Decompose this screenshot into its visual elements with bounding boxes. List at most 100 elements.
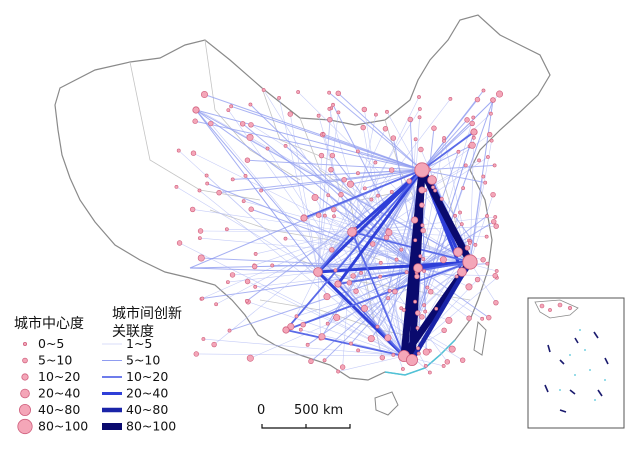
link-line — [316, 270, 406, 358]
city-node — [259, 188, 264, 193]
city-node — [200, 296, 205, 301]
city-node — [244, 278, 251, 285]
city-node — [404, 270, 409, 275]
city-node — [227, 328, 232, 333]
city-node — [226, 108, 231, 112]
city-node — [296, 90, 301, 94]
legend-node-label: 0~5 — [38, 336, 64, 351]
link-line — [351, 231, 383, 358]
city-node — [464, 245, 471, 251]
city-node — [318, 333, 326, 341]
city-node — [454, 274, 459, 279]
city-node — [481, 174, 486, 179]
city-node — [453, 213, 457, 218]
city-node — [456, 149, 461, 154]
city-node — [349, 341, 353, 346]
city-node — [480, 316, 485, 321]
city-node — [325, 321, 330, 326]
city-node — [493, 223, 499, 229]
link-line — [215, 231, 353, 305]
link-line — [421, 99, 478, 171]
scale-distance-label: 500 km — [294, 403, 343, 418]
city-node — [418, 146, 424, 153]
hainan-island — [374, 391, 399, 416]
legend-node-symbol — [20, 388, 30, 399]
link-line — [330, 169, 419, 269]
city-node — [473, 243, 478, 247]
city-node — [441, 364, 446, 368]
south-china-sea-inset — [527, 297, 625, 429]
city-node — [401, 308, 406, 312]
city-node — [216, 189, 222, 196]
city-node — [359, 271, 364, 275]
city-node — [379, 354, 386, 361]
link-line — [338, 355, 405, 372]
hub-node-sh — [462, 254, 478, 270]
hub-node-hz — [457, 267, 467, 277]
link-line — [195, 109, 319, 273]
city-node — [356, 348, 361, 353]
legend-link-label: 20~40 — [126, 386, 168, 401]
legend-link-label: 80~100 — [126, 419, 176, 434]
city-node — [230, 177, 235, 182]
legend-node-symbol — [18, 403, 31, 416]
city-node — [382, 126, 389, 132]
city-node — [399, 306, 404, 311]
city-node — [423, 309, 428, 314]
link-line — [469, 194, 494, 263]
hub-node-sz — [405, 353, 418, 366]
city-node — [336, 369, 340, 374]
city-node — [416, 351, 421, 356]
city-node — [356, 171, 360, 176]
city-node — [431, 185, 435, 190]
city-node — [433, 188, 437, 193]
city-node — [427, 370, 432, 375]
city-node — [248, 102, 253, 107]
legend-node-symbol — [22, 341, 27, 346]
city-node — [174, 184, 179, 189]
city-node — [261, 88, 266, 92]
city-node — [362, 186, 367, 191]
city-node — [431, 125, 437, 131]
city-node — [246, 354, 254, 362]
legend-links-title-line2: 关联度 — [112, 324, 154, 340]
city-node — [422, 303, 427, 308]
link-line — [213, 231, 353, 345]
legend-link-label: 5~10 — [126, 353, 160, 368]
city-node — [283, 143, 288, 148]
city-node — [225, 280, 230, 284]
city-node — [322, 213, 327, 218]
legend-node-symbol — [17, 418, 33, 435]
city-node — [361, 106, 368, 113]
legend-node-label: 80~100 — [38, 419, 88, 434]
city-node — [492, 272, 498, 279]
city-node — [300, 321, 306, 328]
link-line — [351, 231, 448, 363]
scale-bar: 0 500 km — [257, 403, 351, 429]
city-node — [229, 272, 236, 278]
city-node — [176, 148, 181, 153]
hub-node-cd — [313, 267, 323, 277]
city-node — [485, 214, 489, 218]
city-node — [287, 111, 293, 117]
city-node — [415, 326, 420, 330]
city-node — [489, 111, 493, 116]
legend-node-label: 5~10 — [38, 353, 72, 368]
city-node — [459, 222, 464, 227]
legend-link-label: 10~20 — [126, 369, 168, 384]
city-node — [378, 274, 383, 279]
city-node — [294, 314, 299, 319]
city-node — [417, 115, 422, 120]
city-node — [493, 299, 499, 306]
city-node — [489, 138, 494, 143]
hub-node-tj — [427, 175, 437, 185]
city-node — [425, 285, 430, 290]
city-node — [333, 268, 338, 273]
innovation-links — [176, 89, 500, 373]
hub-node-bj — [414, 162, 430, 178]
city-node — [189, 206, 196, 213]
city-node — [321, 132, 326, 137]
